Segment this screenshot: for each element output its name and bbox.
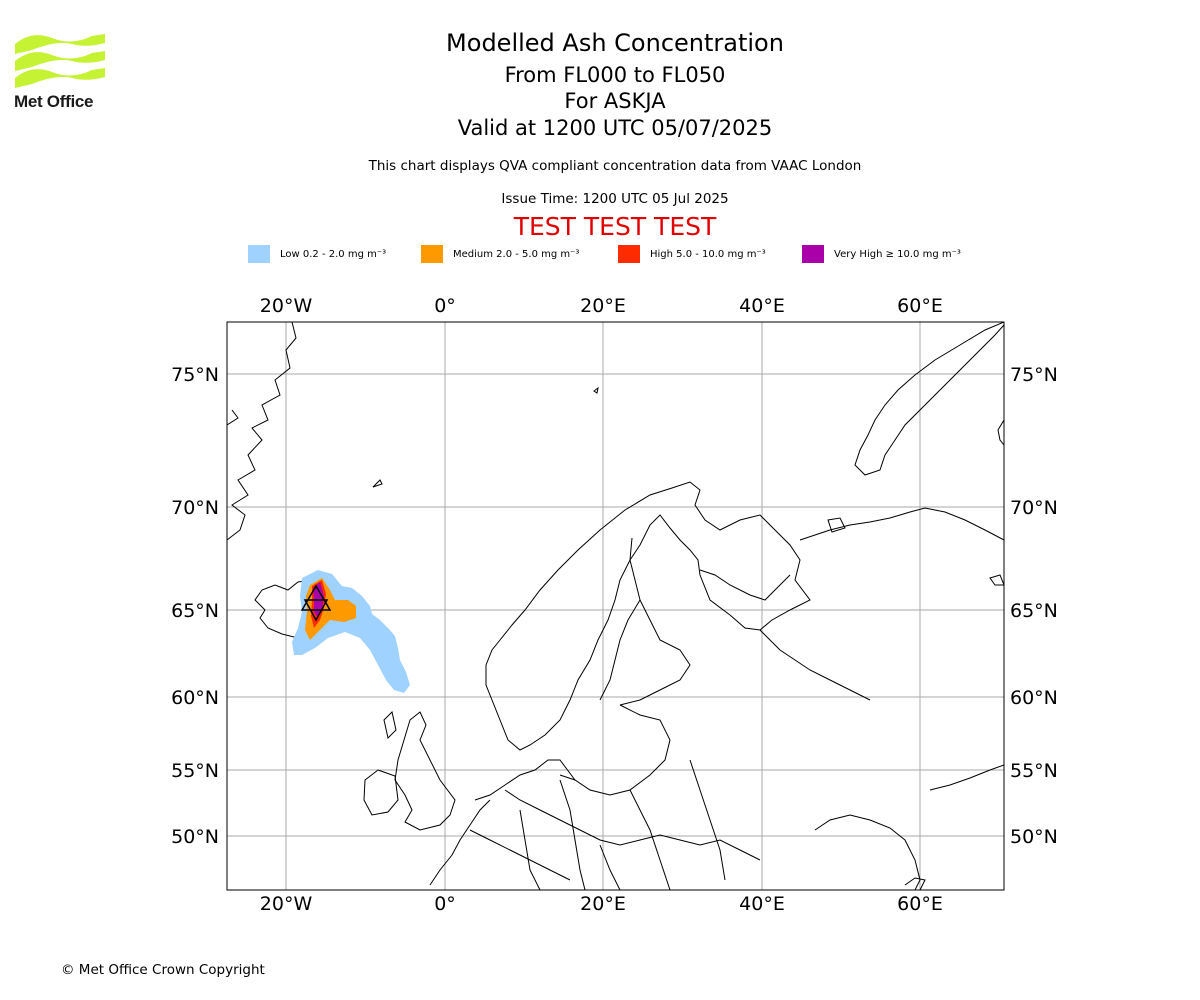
lat-label-left: 75°N (171, 364, 219, 386)
lat-label-right: 50°N (1010, 826, 1058, 848)
map-gridlines (227, 322, 1004, 890)
legend-swatch-very-high (802, 245, 824, 263)
lat-label-left: 50°N (171, 826, 219, 848)
legend: Low 0.2 - 2.0 mg m⁻³ Medium 2.0 - 5.0 mg… (0, 244, 1200, 264)
lat-label-left: 65°N (171, 600, 219, 622)
lon-label-bottom: 20°E (580, 893, 626, 915)
legend-item-high: High 5.0 - 10.0 mg m⁻³ (618, 244, 766, 264)
legend-label-medium: Medium 2.0 - 5.0 mg m⁻³ (453, 248, 580, 260)
legend-swatch-low (248, 245, 270, 263)
lon-label-bottom: 60°E (897, 893, 943, 915)
legend-label-low: Low 0.2 - 2.0 mg m⁻³ (280, 248, 387, 260)
legend-label-high: High 5.0 - 10.0 mg m⁻³ (650, 248, 766, 260)
lon-label-top: 0° (434, 295, 456, 317)
legend-item-very-high: Very High ≥ 10.0 mg m⁻³ (802, 244, 961, 264)
lat-label-right: 65°N (1010, 600, 1058, 622)
lat-label-right: 60°N (1010, 687, 1058, 709)
subtitle: This chart displays QVA compliant concen… (368, 158, 862, 174)
legend-swatch-high (618, 245, 640, 263)
map-coastlines (227, 322, 1004, 890)
lat-label-left: 70°N (171, 497, 219, 519)
lat-label-left: 60°N (171, 687, 219, 709)
legend-item-low: Low 0.2 - 2.0 mg m⁻³ (248, 244, 386, 264)
met-office-logo (15, 34, 105, 88)
lon-label-top: 40°E (739, 295, 785, 317)
flight-levels: From FL000 to FL050 (504, 63, 726, 87)
legend-label-very-high: Very High ≥ 10.0 mg m⁻³ (834, 248, 961, 260)
lat-label-right: 55°N (1010, 760, 1058, 782)
test-banner: TEST TEST TEST (513, 212, 717, 241)
lat-label-right: 75°N (1010, 364, 1058, 386)
lon-label-bottom: 0° (434, 893, 456, 915)
legend-swatch-medium (421, 245, 443, 263)
lon-label-top: 20°W (260, 295, 313, 317)
volcano-marker (300, 584, 332, 622)
lon-label-bottom: 40°E (739, 893, 785, 915)
copyright: © Met Office Crown Copyright (61, 962, 265, 978)
issue-time: Issue Time: 1200 UTC 05 Jul 2025 (501, 191, 729, 207)
lon-label-bottom: 20°W (260, 893, 313, 915)
chart-title: Modelled Ash Concentration (446, 29, 784, 57)
lat-label-left: 55°N (171, 760, 219, 782)
logo-text: Met Office (14, 92, 94, 111)
volcano-name: For ASKJA (564, 89, 666, 113)
lon-label-top: 60°E (897, 295, 943, 317)
legend-item-medium: Medium 2.0 - 5.0 mg m⁻³ (421, 244, 579, 264)
lon-label-top: 20°E (580, 295, 626, 317)
lat-label-right: 70°N (1010, 497, 1058, 519)
valid-time: Valid at 1200 UTC 05/07/2025 (457, 116, 773, 140)
ash-plume (292, 570, 410, 693)
map-frame (226, 321, 1005, 891)
axis-labels: 20°W 0° 20°E 40°E 60°E 20°W 0° 20°E 40°E… (171, 295, 1058, 915)
